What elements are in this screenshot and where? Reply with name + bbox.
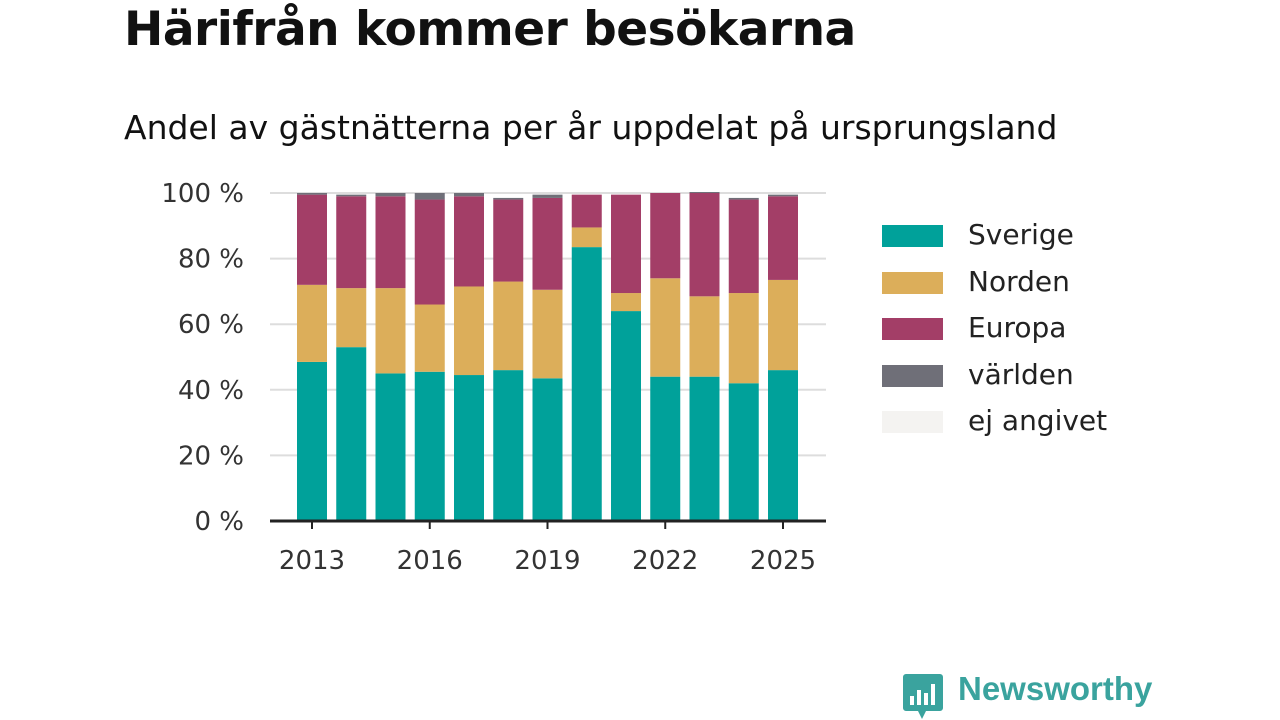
axes: 0 % 20 % 40 % 60 % 80 % 100 % 2013 2016 2019 2022… (161, 179, 826, 576)
bar-segment-norden-2018 (493, 281, 524, 371)
bar-segment-sverige-2018 (493, 370, 524, 521)
bar-segment-europa-2020 (571, 194, 602, 228)
y-tick-label: 80 % (178, 245, 244, 275)
bar-segment-europa-2014 (336, 196, 367, 289)
legend-swatch (882, 271, 943, 294)
legend-swatch (882, 411, 943, 433)
legend-item: världen (882, 357, 1182, 391)
bar-segment-europa-2017 (454, 196, 484, 287)
bar-segment-norden-2017 (454, 286, 484, 376)
legend-item: Europa (882, 311, 1182, 344)
bar-segment-sverige-2016 (414, 371, 445, 521)
bar-segment-europa-2023 (689, 193, 720, 297)
bar-segment-sverige-2020 (571, 247, 602, 521)
chart-title: Härifrån kommer besökarna (124, 2, 856, 57)
legend-swatch (882, 318, 943, 340)
bar-segment-världen-2015 (375, 193, 406, 197)
bar-segment-sverige-2015 (375, 373, 406, 521)
bar-segment-norden-2015 (375, 288, 406, 374)
bar-segment-europa-2013 (297, 194, 327, 285)
legend-label: världen (968, 357, 1074, 391)
bar-segment-europa-2015 (375, 196, 406, 289)
bar-segment-europa-2018 (493, 199, 524, 282)
x-tick-label: 2013 (279, 546, 345, 576)
bar-segment-sverige-2025 (768, 370, 798, 521)
legend-item: ej angivet (882, 404, 1182, 437)
y-tick-label: 40 % (178, 376, 244, 406)
x-tick-label: 2022 (632, 546, 698, 576)
x-tick-label: 2019 (514, 546, 580, 576)
bar-segment-sverige-2013 (297, 361, 327, 521)
y-tick-label: 0 % (194, 507, 244, 537)
bar-segment-norden-2016 (414, 304, 445, 372)
bar-segment-sverige-2019 (532, 378, 563, 521)
bar-segment-europa-2024 (728, 199, 759, 294)
bar-segment-norden-2023 (689, 296, 720, 377)
legend-item: Norden (882, 264, 1182, 298)
bar-segment-norden-2025 (768, 279, 798, 371)
bar-segment-sverige-2017 (454, 375, 484, 521)
bar-segment-europa-2021 (611, 194, 641, 294)
legend-label: Sverige (968, 218, 1074, 251)
bar-segment-sverige-2023 (689, 376, 720, 521)
bar-segment-världen-2023 (689, 192, 720, 193)
bar-segment-världen-2013 (297, 193, 327, 195)
bar-segment-europa-2019 (532, 197, 563, 290)
bar-segment-världen-2019 (532, 194, 563, 198)
stacked-bar-chart: 0 % 20 % 40 % 60 % 80 % 100 % 2013 2016 2019 2022… (161, 179, 826, 576)
y-tick-label: 20 % (178, 441, 244, 471)
bar-segment-europa-2025 (768, 196, 798, 280)
bar-segment-sverige-2021 (611, 311, 641, 521)
brand-logo: Newsworthy (902, 670, 1172, 719)
bar-segment-norden-2022 (650, 278, 681, 377)
bar-segment-världen-2014 (336, 194, 367, 197)
legend-label: ej angivet (968, 404, 1108, 437)
bar-segment-norden-2013 (297, 284, 327, 362)
bar-segment-norden-2020 (571, 227, 602, 248)
bar-segment-norden-2019 (532, 289, 563, 379)
y-tick-label: 60 % (178, 310, 244, 340)
bar-segment-sverige-2022 (650, 376, 681, 521)
bar-segment-sverige-2024 (728, 383, 759, 521)
legend-item: Sverige (882, 218, 1182, 251)
bar-segment-europa-2022 (650, 193, 681, 279)
x-tick-label: 2016 (397, 546, 463, 576)
bar-segment-sverige-2014 (336, 347, 367, 521)
x-tick-label: 2025 (750, 546, 816, 576)
legend-label: Europa (968, 311, 1067, 344)
bar-segment-världen-2024 (728, 197, 759, 200)
bar-segment-norden-2014 (336, 288, 367, 348)
legend-swatch (882, 364, 943, 387)
brand-name: Newsworthy (958, 670, 1153, 707)
bars (297, 192, 798, 521)
bar-segment-världen-2025 (768, 194, 798, 197)
bar-segment-norden-2021 (611, 293, 641, 312)
bar-segment-världen-2016 (414, 193, 445, 200)
bar-segment-europa-2016 (414, 199, 445, 305)
chart-subtitle: Andel av gästnätterna per år uppdelat på… (124, 108, 1058, 147)
legend-swatch (882, 225, 943, 247)
bar-segment-världen-2018 (493, 197, 524, 200)
bar-segment-norden-2024 (728, 293, 759, 384)
newsworthy-logo-icon (903, 674, 943, 719)
legend-label: Norden (968, 264, 1070, 298)
bar-segment-världen-2017 (454, 193, 484, 197)
y-tick-label: 100 % (161, 179, 244, 209)
